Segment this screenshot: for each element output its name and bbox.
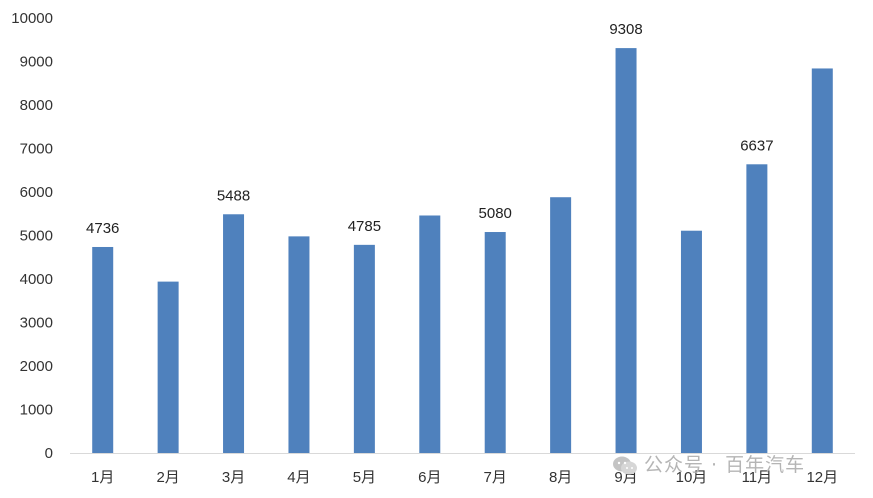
- x-tick-label: 3月: [222, 469, 245, 486]
- y-tick-label: 2000: [20, 358, 53, 375]
- data-label: 6637: [740, 137, 773, 154]
- x-tick-label: 1月: [91, 469, 114, 486]
- y-tick-label: 4000: [20, 271, 53, 288]
- data-labels: 4736 5488 4785 5080 9308 6637: [86, 21, 774, 237]
- watermark: 公众号 · 百年汽车: [612, 450, 805, 477]
- bar: [680, 230, 702, 453]
- bar: [550, 197, 572, 453]
- data-label: 5080: [479, 205, 512, 222]
- y-tick-label: 0: [45, 445, 53, 462]
- y-tick-label: 9000: [20, 54, 53, 71]
- bar: [288, 236, 310, 453]
- bar: [419, 215, 441, 453]
- y-tick-label: 1000: [20, 402, 53, 419]
- x-tick-label: 4月: [287, 469, 310, 486]
- data-label: 9308: [609, 21, 642, 38]
- y-tick-label: 8000: [20, 97, 53, 114]
- y-tick-label: 7000: [20, 141, 53, 158]
- data-label: 4785: [348, 218, 381, 235]
- bar: [223, 214, 245, 453]
- wechat-icon: [612, 455, 638, 477]
- x-tick-label: 7月: [484, 469, 507, 486]
- bar: [615, 48, 637, 454]
- y-tick-label: 6000: [20, 184, 53, 201]
- y-axis: 0 1000 2000 3000 4000 5000 6000 7000 8000 9000 100…: [11, 10, 53, 462]
- bar: [157, 281, 179, 453]
- bar: [746, 164, 768, 453]
- y-tick-label: 3000: [20, 315, 53, 332]
- x-tick-label: 5月: [353, 469, 376, 486]
- x-tick-label: 2月: [156, 469, 179, 486]
- bar: [484, 232, 506, 453]
- data-label: 4736: [86, 220, 119, 237]
- x-tick-label: 8月: [549, 469, 572, 486]
- bar: [92, 246, 114, 453]
- bars: [92, 48, 833, 454]
- x-tick-label: 10月: [676, 469, 708, 486]
- x-axis: 1月 2月 3月 4月 5月 6月 7月 8月 9月 10月 11月 12月: [70, 453, 855, 486]
- x-tick-label: 12月: [806, 469, 838, 486]
- y-tick-label: 5000: [20, 228, 53, 245]
- y-tick-label: 10000: [11, 10, 53, 27]
- bar: [353, 244, 375, 453]
- watermark-text: 公众号 · 百年汽车: [644, 454, 806, 476]
- x-tick-label: 11月: [742, 469, 773, 486]
- data-label: 5488: [217, 187, 250, 204]
- bar: [811, 68, 833, 454]
- x-tick-label: 6月: [418, 469, 441, 486]
